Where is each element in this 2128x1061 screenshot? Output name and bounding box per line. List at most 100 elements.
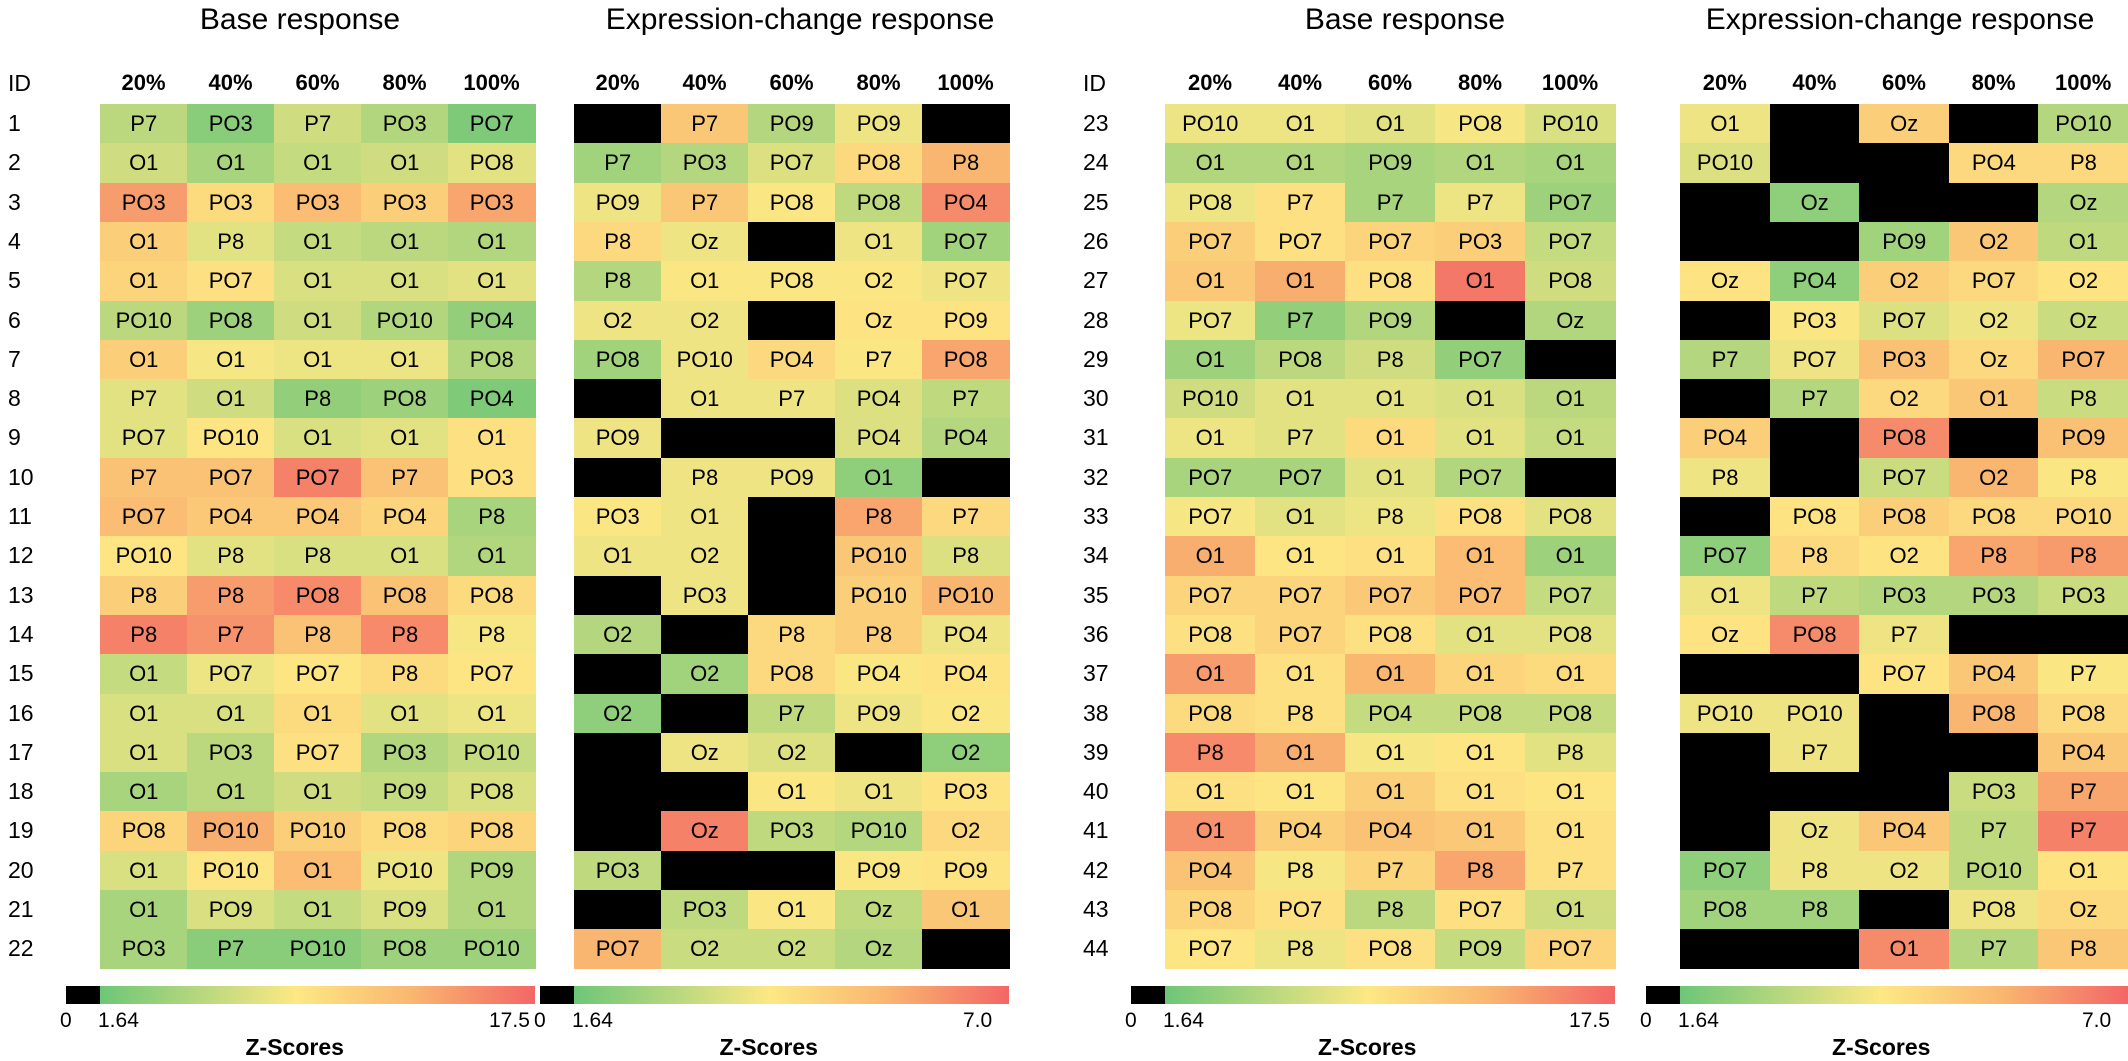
heatmap-cell: PO10 <box>448 929 536 970</box>
colorbar-below-threshold <box>1646 986 1680 1004</box>
heatmap-cell: O2 <box>922 104 1010 144</box>
heatmap-cell: Oz <box>1859 104 1950 144</box>
heatmap-cell: PO7 <box>1255 457 1346 498</box>
heatmap-cell: O1 <box>1255 104 1346 144</box>
heatmap-cell: PO7 <box>748 143 836 184</box>
heatmap-cell: PO3 <box>1859 339 1950 380</box>
heatmap-cell: PO8 <box>1525 693 1616 734</box>
heatmap-cell: Oz <box>1769 811 1860 852</box>
heatmap-cell: P7 <box>1859 614 1950 655</box>
heatmap-cell: O1 <box>1948 379 2039 419</box>
heatmap-cell: P7 <box>1255 182 1346 223</box>
heatmap-cell: PO10 <box>2038 497 2128 537</box>
heatmap-cell: O2 <box>922 811 1010 852</box>
heatmap-cell: PO7 <box>1525 182 1616 223</box>
colorbar-below-threshold <box>540 986 574 1004</box>
heatmap-cell: PO9 <box>835 850 923 891</box>
heatmap-cell: Oz <box>2038 182 2128 223</box>
heatmap-cell: PO8 <box>1525 614 1616 655</box>
heatmap-cell: O1 <box>835 221 923 262</box>
colorbar-tick-threshold: 1.64 <box>1678 1009 1719 1032</box>
heatmap-cell: PO4 <box>1680 418 1771 459</box>
heatmap-cell: PO7 <box>1435 890 1526 930</box>
heatmap-cell: PO10 <box>1165 104 1256 144</box>
heatmap-cell: O1 <box>448 418 536 459</box>
heatmap-cell: PO7 <box>187 654 275 694</box>
heatmap-cell: PO3 <box>1948 418 2039 459</box>
row-id: 13 <box>8 581 34 608</box>
colorbar-tick-min: 0 <box>1125 1009 1137 1032</box>
heatmap-cell: O1 <box>274 850 362 891</box>
heatmap-cell: P8 <box>835 614 923 655</box>
heatmap-cell: PO8 <box>1859 497 1950 537</box>
heatmap-cell: PO8 <box>1435 104 1526 144</box>
heatmap-cell: PO9 <box>748 850 836 891</box>
heatmap-cell: O1 <box>361 418 449 459</box>
heatmap-cell: P7 <box>187 614 275 655</box>
heatmap-cell: PO4 <box>574 654 662 694</box>
heatmap-cell: P7 <box>1680 339 1771 380</box>
id-column-header: ID <box>8 70 31 96</box>
heatmap-cell: PO10 <box>2038 104 2128 144</box>
heatmap-cell: O1 <box>361 221 449 262</box>
heatmap-cell: O1 <box>448 693 536 734</box>
heatmap-cell: P7 <box>661 182 749 223</box>
heatmap-cell: PO8 <box>661 614 749 655</box>
heatmap-cell: P7 <box>1859 182 1950 223</box>
heatmap-cell: O1 <box>1525 890 1616 930</box>
heatmap-cell: PO10 <box>835 536 923 577</box>
heatmap-cell: P8 <box>274 614 362 655</box>
heatmap-cell: O1 <box>1165 418 1256 459</box>
heatmap-cell: Oz <box>1680 732 1771 773</box>
panel-title: Base response <box>1304 3 1506 36</box>
panel-expression-change-ids-23-44: Expression-change response 20% 40% 60% 80% 1… <box>1640 0 2128 1060</box>
heatmap-cell: PO4 <box>1255 811 1346 852</box>
heatmap-cell: P7 <box>100 104 188 144</box>
heatmap-cell: PO3 <box>574 850 662 891</box>
heatmap-cell: PO7 <box>1435 457 1526 498</box>
heatmap-cell: O1 <box>1255 379 1346 419</box>
heatmap-cell: PO4 <box>748 339 836 380</box>
heatmap-cell: O2 <box>574 693 662 734</box>
row-id: 37 <box>1083 660 1109 687</box>
heatmap-cell: O1 <box>274 339 362 380</box>
heatmap-cell: P8 <box>1255 693 1346 734</box>
colorbar-gradient <box>1680 986 2128 1004</box>
heatmap-cell: PO7 <box>1165 300 1256 341</box>
heatmap-cell: O2 <box>1525 457 1616 498</box>
heatmap-cell: P8 <box>1165 732 1256 773</box>
column-header: 20% <box>595 70 640 95</box>
heatmap-cell: PO7 <box>574 772 662 812</box>
row-id: 24 <box>1083 149 1109 176</box>
column-header: 100% <box>937 70 994 95</box>
heatmap-cell: Oz <box>1769 654 1860 694</box>
heatmap-cell: PO8 <box>1345 261 1436 301</box>
heatmap-cell: O1 <box>448 890 536 930</box>
heatmap-cell: PO8 <box>1769 497 1860 537</box>
heatmap-cell: PO8 <box>1525 261 1616 301</box>
heatmap-cell: O2 <box>922 693 1010 734</box>
heatmap-cell: PO4 <box>1345 811 1436 852</box>
row-id: 40 <box>1083 778 1109 805</box>
heatmap-cell: O1 <box>361 261 449 301</box>
heatmap-cell: Oz <box>1525 300 1616 341</box>
heatmap-cell: P8 <box>1435 850 1526 891</box>
row-id: 33 <box>1083 503 1109 529</box>
heatmap-cell: PO7 <box>922 261 1010 301</box>
panel-base-response-ids-23-44: Base response ID 20% 40% 60% 80% 100% 23 24 25… <box>1075 0 1635 1060</box>
heatmap-cell: P8 <box>1769 890 1860 930</box>
heatmap-cell: PO4 <box>1345 693 1436 734</box>
heatmap-cell: Oz <box>661 221 749 262</box>
heatmap-cell: PO7 <box>1859 654 1950 694</box>
heatmap-cell: PO10 <box>448 732 536 773</box>
panel-title: Expression-change response <box>1705 3 2095 36</box>
column-header: 100% <box>1541 70 1599 95</box>
heatmap-cell: PO7 <box>1435 575 1526 616</box>
heatmap-cell: PO10 <box>574 811 662 852</box>
heatmap-cell: P8 <box>2038 143 2128 184</box>
heatmap-cell: PO9 <box>922 850 1010 891</box>
row-id: 28 <box>1083 306 1109 333</box>
heatmap-cell: Oz <box>1769 182 1860 223</box>
heatmap-cell: O1 <box>448 536 536 577</box>
heatmap-cell: O1 <box>1435 614 1526 655</box>
